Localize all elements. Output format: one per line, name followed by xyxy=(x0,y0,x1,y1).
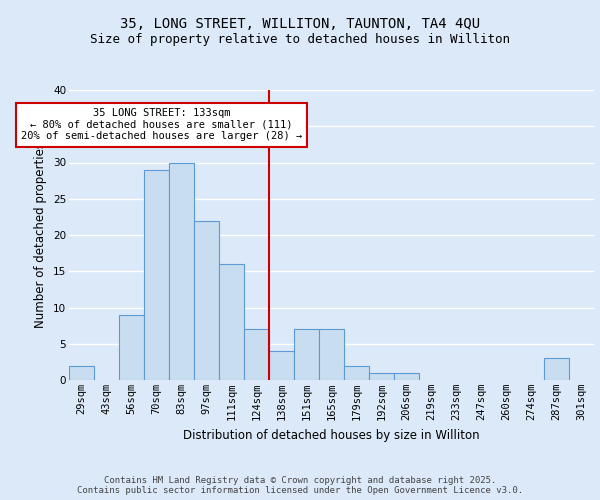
Bar xyxy=(544,358,569,380)
Bar xyxy=(269,351,294,380)
Bar xyxy=(394,373,419,380)
X-axis label: Distribution of detached houses by size in Williton: Distribution of detached houses by size … xyxy=(183,428,480,442)
Bar xyxy=(144,170,169,380)
Text: Contains HM Land Registry data © Crown copyright and database right 2025.
Contai: Contains HM Land Registry data © Crown c… xyxy=(77,476,523,495)
Bar xyxy=(219,264,244,380)
Bar xyxy=(369,373,394,380)
Text: Size of property relative to detached houses in Williton: Size of property relative to detached ho… xyxy=(90,32,510,46)
Text: 35, LONG STREET, WILLITON, TAUNTON, TA4 4QU: 35, LONG STREET, WILLITON, TAUNTON, TA4 … xyxy=(120,18,480,32)
Bar xyxy=(319,329,344,380)
Bar xyxy=(294,329,319,380)
Bar xyxy=(69,366,94,380)
Text: 35 LONG STREET: 133sqm
← 80% of detached houses are smaller (111)
20% of semi-de: 35 LONG STREET: 133sqm ← 80% of detached… xyxy=(21,108,302,142)
Y-axis label: Number of detached properties: Number of detached properties xyxy=(34,142,47,328)
Bar xyxy=(244,329,269,380)
Bar xyxy=(119,315,144,380)
Bar xyxy=(194,220,219,380)
Bar xyxy=(169,162,194,380)
Bar xyxy=(344,366,369,380)
